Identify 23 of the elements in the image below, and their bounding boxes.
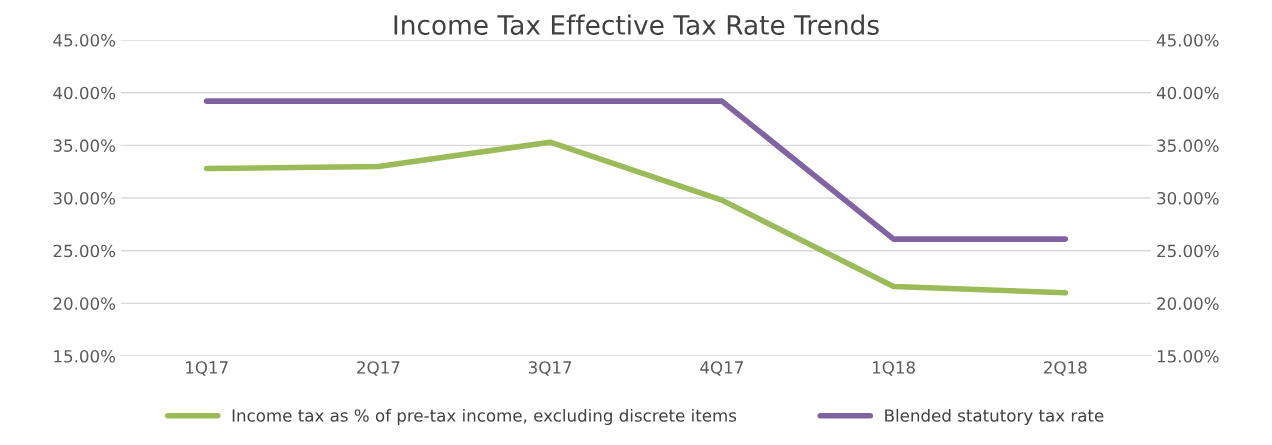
- x-tick-label: 4Q17: [700, 361, 743, 376]
- chart-title: Income Tax Effective Tax Rate Trends: [394, 14, 879, 35]
- legend-label: Blended statutory tax rate: [885, 408, 1104, 426]
- x-tick-label: 1Q18: [872, 361, 915, 376]
- legend-label: Income tax as % of pre-tax income, excluding discrete items: [232, 408, 737, 426]
- y2-tick-label: 35.00%: [1157, 139, 1219, 152]
- x-tick-label: 1Q17: [186, 361, 228, 376]
- y2-tick-label: 40.00%: [1156, 86, 1219, 100]
- y2-tick-label: 25.00%: [1157, 244, 1219, 258]
- y-tick-label: 40.00%: [53, 86, 116, 100]
- y-tick-label: 45.00%: [53, 34, 116, 47]
- y2-tick-label: 20.00%: [1157, 297, 1219, 310]
- y2-tick-label: 30.00%: [1157, 191, 1219, 205]
- y2-tick-label: 15.00%: [1157, 349, 1219, 363]
- y2-tick-label: 45.00%: [1156, 34, 1219, 47]
- x-tick-label: 3Q17: [528, 361, 572, 376]
- y-tick-label: 20.00%: [53, 297, 116, 310]
- y-tick-label: 35.00%: [53, 139, 116, 152]
- y-tick-label: 15.00%: [54, 349, 116, 363]
- x-tick-label: 2Q17: [357, 361, 400, 376]
- y-tick-label: 30.00%: [53, 191, 116, 205]
- y-tick-label: 25.00%: [53, 244, 116, 258]
- x-tick-label: 2Q18: [1044, 361, 1087, 376]
